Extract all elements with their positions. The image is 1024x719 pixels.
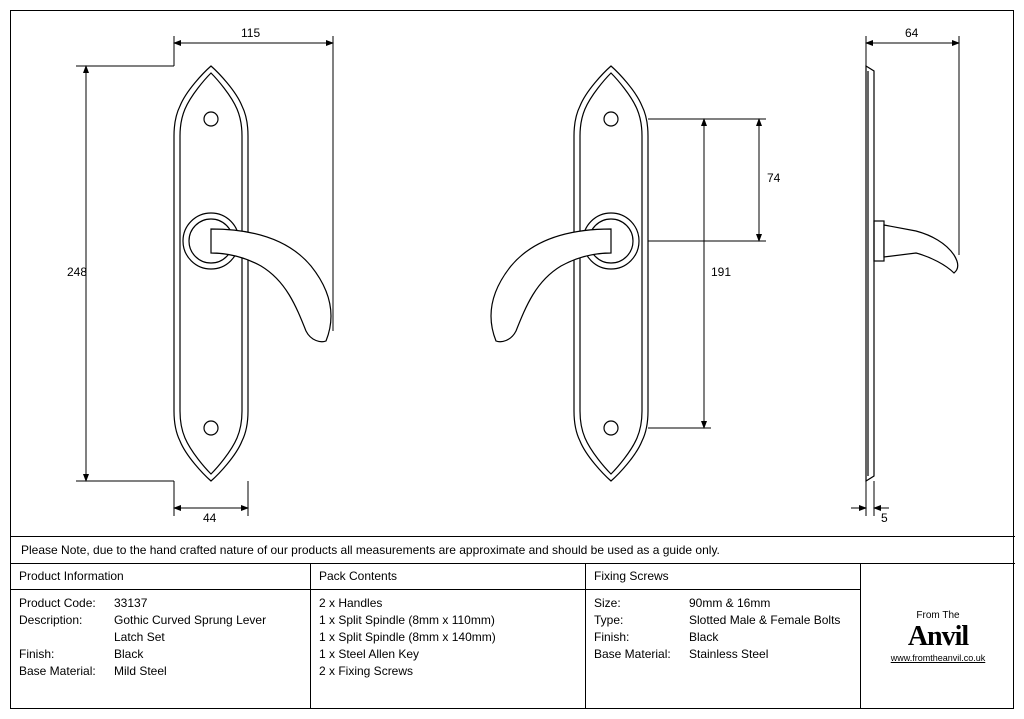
kv-value: Black: [114, 647, 302, 661]
table-row: Product Code:33137: [19, 596, 302, 610]
kv-value: Latch Set: [114, 630, 302, 644]
kv-key: Type:: [594, 613, 689, 627]
table-row: Latch Set: [19, 630, 302, 644]
table-row: Base Material:Mild Steel: [19, 664, 302, 678]
table-row: Finish:Black: [594, 630, 852, 644]
kv-key: Base Material:: [19, 664, 114, 678]
dim-191: 191: [711, 265, 731, 279]
kv-value: Slotted Male & Female Bolts: [689, 613, 852, 627]
pack-contents-body: 2 x Handles 1 x Split Spindle (8mm x 110m…: [311, 590, 585, 709]
drawing-svg: [11, 11, 1015, 536]
kv-key: Size:: [594, 596, 689, 610]
dim-115: 115: [241, 26, 260, 40]
logo-url: www.fromtheanvil.co.uk: [891, 653, 986, 663]
dim-44: 44: [203, 511, 216, 525]
dim-64: 64: [905, 26, 918, 40]
product-info-header: Product Information: [11, 564, 310, 590]
logo-name: Anvil: [891, 621, 986, 653]
kv-key: Finish:: [594, 630, 689, 644]
fixing-screws-header: Fixing Screws: [586, 564, 860, 590]
table-row: Finish:Black: [19, 647, 302, 661]
kv-value: Mild Steel: [114, 664, 302, 678]
kv-key: Product Code:: [19, 596, 114, 610]
logo-column: From The Anvil www.fromtheanvil.co.uk: [861, 564, 1015, 709]
kv-value: 90mm & 16mm: [689, 596, 852, 610]
technical-drawing: 248 115 44 191 74 64 5: [11, 11, 1015, 536]
drawing-frame: 248 115 44 191 74 64 5 Please Note, due …: [10, 10, 1014, 709]
table-row: Description:Gothic Curved Sprung Lever: [19, 613, 302, 627]
brand-logo: From The Anvil www.fromtheanvil.co.uk: [891, 610, 986, 663]
pack-contents-header: Pack Contents: [311, 564, 585, 590]
list-item: 2 x Fixing Screws: [319, 664, 577, 678]
fixing-screws-body: Size:90mm & 16mmType:Slotted Male & Fema…: [586, 590, 860, 709]
list-item: 1 x Split Spindle (8mm x 110mm): [319, 613, 577, 627]
dim-74: 74: [767, 171, 780, 185]
table-row: Type:Slotted Male & Female Bolts: [594, 613, 852, 627]
disclaimer-note: Please Note, due to the hand crafted nat…: [11, 536, 1015, 564]
list-item: 2 x Handles: [319, 596, 577, 610]
pack-contents-column: Pack Contents 2 x Handles 1 x Split Spind…: [311, 564, 586, 709]
kv-key: Base Material:: [594, 647, 689, 661]
dim-248: 248: [67, 265, 87, 279]
table-row: Base Material:Stainless Steel: [594, 647, 852, 661]
kv-value: Stainless Steel: [689, 647, 852, 661]
logo-prefix: From The: [891, 610, 986, 621]
table-row: Size:90mm & 16mm: [594, 596, 852, 610]
product-info-column: Product Information Product Code:33137De…: [11, 564, 311, 709]
kv-key: Description:: [19, 613, 114, 627]
dim-5: 5: [881, 511, 888, 525]
list-item: 1 x Steel Allen Key: [319, 647, 577, 661]
kv-key: [19, 630, 114, 644]
kv-value: Gothic Curved Sprung Lever: [114, 613, 302, 627]
list-item: 1 x Split Spindle (8mm x 140mm): [319, 630, 577, 644]
info-table: Product Information Product Code:33137De…: [11, 564, 1015, 709]
kv-value: Black: [689, 630, 852, 644]
kv-key: Finish:: [19, 647, 114, 661]
kv-value: 33137: [114, 596, 302, 610]
product-info-body: Product Code:33137Description:Gothic Cur…: [11, 590, 310, 709]
fixing-screws-column: Fixing Screws Size:90mm & 16mmType:Slott…: [586, 564, 861, 709]
